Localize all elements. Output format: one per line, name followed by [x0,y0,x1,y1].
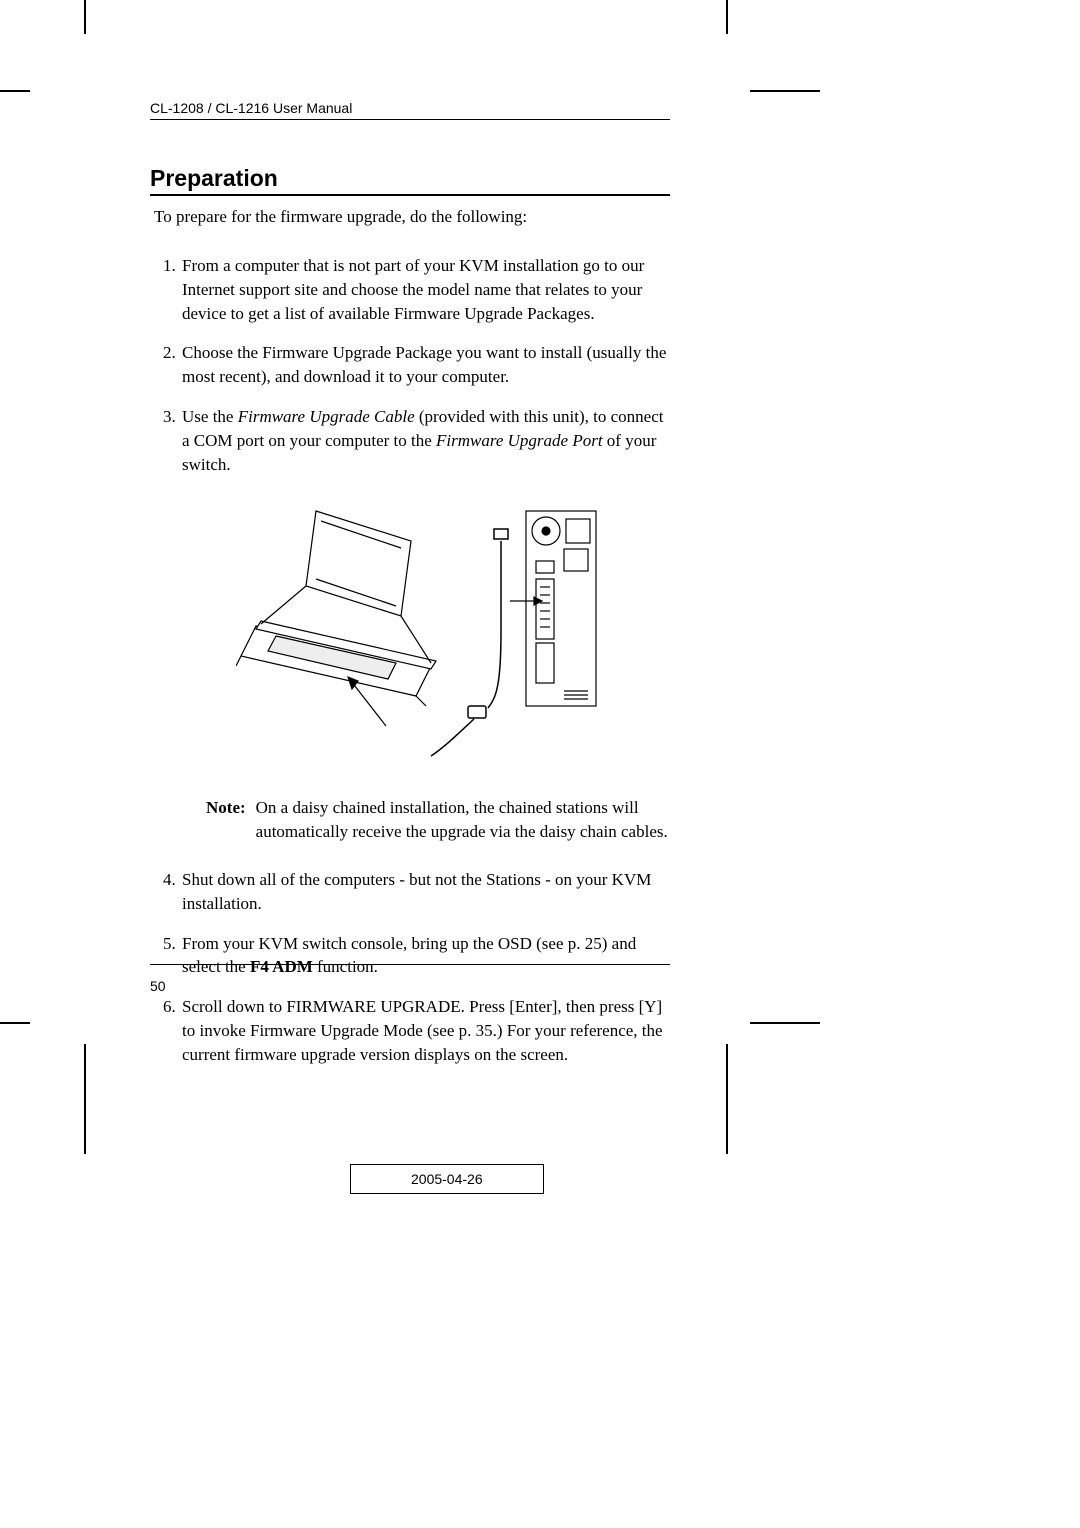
step-6-text: Scroll down to FIRMWARE UPGRADE. Press [… [182,997,663,1064]
running-head: CL-1208 / CL-1216 User Manual [150,100,670,120]
kvm-diagram-icon [236,501,616,761]
crop-mark [0,1022,30,1024]
step-4-text: Shut down all of the computers - but not… [182,870,651,913]
date-box: 2005-04-26 [350,1164,544,1194]
crop-mark [84,1044,86,1154]
step-3-text-a: Use the [182,407,238,426]
crop-mark [726,0,728,34]
section-title: Preparation [150,165,670,196]
crop-mark [84,0,86,34]
steps-list: From a computer that is not part of your… [150,254,670,1067]
footer-rule [150,964,670,965]
step-5-text-c: function. [313,957,378,976]
crop-mark [0,90,30,92]
note-body: On a daisy chained installation, the cha… [256,796,670,844]
step-3-em2: Firmware Upgrade Port [436,431,603,450]
step-5-bold: F4 ADM [250,957,313,976]
note-label: Note: [206,796,246,844]
step-5: From your KVM switch console, bring up t… [180,932,670,980]
step-1-text: From a computer that is not part of your… [182,256,644,323]
page-number: 50 [150,978,166,994]
step-3: Use the Firmware Upgrade Cable (provided… [180,405,670,844]
document-canvas: CL-1208 / CL-1216 User Manual Preparatio… [0,0,1080,1528]
step-1: From a computer that is not part of your… [180,254,670,325]
intro-text: To prepare for the firmware upgrade, do … [150,206,670,229]
page-body: CL-1208 / CL-1216 User Manual Preparatio… [150,100,670,1082]
connection-diagram [182,496,670,766]
step-2: Choose the Firmware Upgrade Package you … [180,341,670,389]
crop-mark [750,90,820,92]
step-4: Shut down all of the computers - but not… [180,868,670,916]
step-3-em1: Firmware Upgrade Cable [238,407,415,426]
note-block: Note: On a daisy chained installation, t… [206,796,670,844]
step-2-text: Choose the Firmware Upgrade Package you … [182,343,666,386]
step-6: Scroll down to FIRMWARE UPGRADE. Press [… [180,995,670,1066]
crop-mark [726,1044,728,1154]
crop-mark [750,1022,820,1024]
